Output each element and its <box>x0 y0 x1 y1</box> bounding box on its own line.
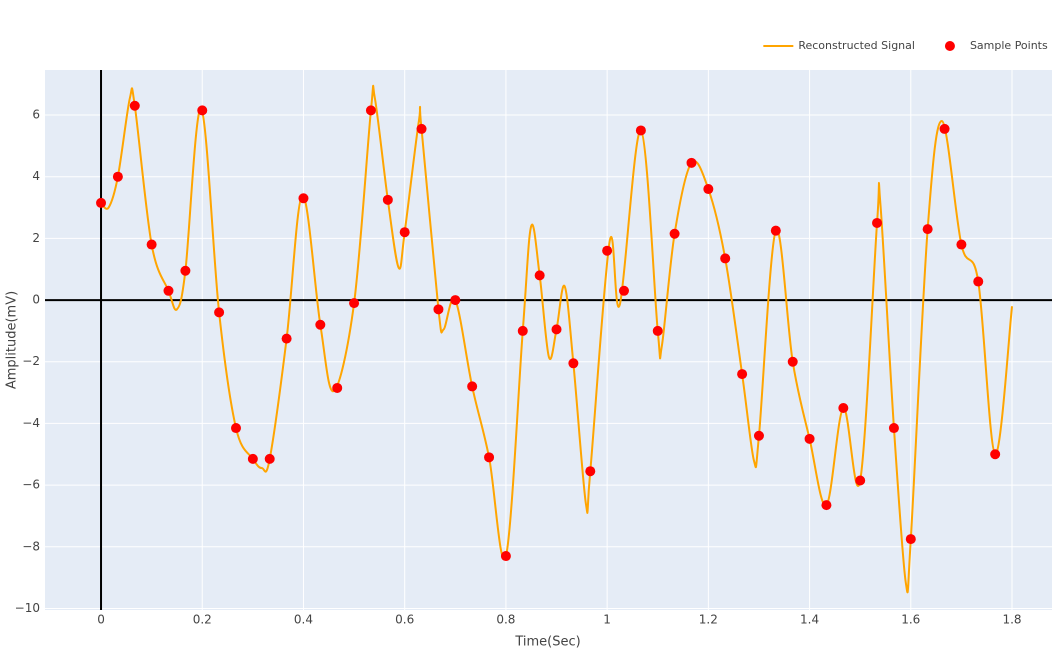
sample-point <box>399 227 410 238</box>
sample-point <box>753 430 764 441</box>
sample-point <box>720 253 731 264</box>
sample-point <box>484 452 495 463</box>
y-tick-label: −8 <box>22 539 40 553</box>
x-tick-label: 0.2 <box>193 613 212 627</box>
sample-point <box>872 217 883 228</box>
plot-background <box>45 70 1052 610</box>
x-tick-label: 0.4 <box>294 613 313 627</box>
sample-point <box>146 239 157 250</box>
sample-point <box>180 265 191 276</box>
x-axis-title: Time(Sec) <box>514 635 580 650</box>
legend-label: Reconstructed Signal <box>798 39 915 52</box>
sample-point <box>905 534 916 545</box>
legend: Reconstructed Signal Sample Points <box>763 39 1048 52</box>
sample-point <box>315 319 326 330</box>
legend-label: Sample Points <box>970 39 1048 52</box>
sample-point <box>450 295 461 306</box>
sample-point <box>787 356 798 367</box>
y-tick-label: −6 <box>22 478 40 492</box>
sample-point <box>939 123 950 134</box>
y-tick-label: 0 <box>32 293 40 307</box>
sample-point <box>568 358 579 369</box>
x-tick-label: 0 <box>97 613 105 627</box>
sample-point <box>96 197 107 208</box>
sample-point <box>888 423 899 434</box>
sample-point <box>585 466 596 477</box>
sample-point <box>517 325 528 336</box>
sample-point <box>129 100 140 111</box>
sample-point <box>197 105 208 116</box>
sample-point <box>298 193 309 204</box>
sample-point <box>112 171 123 182</box>
sample-point <box>652 325 663 336</box>
x-tick-label: 1.4 <box>800 613 819 627</box>
y-tick-label: −2 <box>22 354 40 368</box>
sample-point <box>281 333 292 344</box>
sample-point <box>382 194 393 205</box>
sample-point <box>247 453 258 464</box>
y-tick-label: 4 <box>32 169 40 183</box>
sample-point <box>956 239 967 250</box>
sample-point <box>416 123 427 134</box>
sample-point <box>635 125 646 136</box>
sample-point <box>618 285 629 296</box>
sample-point <box>770 225 781 236</box>
y-axis-title: Amplitude(mV) <box>5 291 20 389</box>
sample-point <box>534 270 545 281</box>
sample-point <box>332 382 343 393</box>
x-tick-label: 0.8 <box>496 613 515 627</box>
sample-point <box>855 475 866 486</box>
sample-point <box>551 324 562 335</box>
sample-point <box>467 381 478 392</box>
y-tick-label: −10 <box>15 601 40 615</box>
sample-point <box>669 228 680 239</box>
sample-point <box>264 453 275 464</box>
x-tick-label: 1.2 <box>699 613 718 627</box>
sample-point <box>821 500 832 511</box>
sample-point <box>214 307 225 318</box>
sample-point <box>349 298 360 309</box>
sample-point <box>602 245 613 256</box>
sample-point <box>838 403 849 414</box>
sample-point <box>737 369 748 380</box>
x-tick-label: 1.6 <box>901 613 920 627</box>
sample-point <box>231 423 242 434</box>
sample-point <box>163 285 174 296</box>
y-tick-label: −4 <box>22 416 40 430</box>
sample-point <box>500 551 511 562</box>
sample-point <box>973 276 984 287</box>
sample-point <box>365 105 376 116</box>
legend-marker <box>944 41 955 51</box>
y-tick-label: 6 <box>32 108 40 122</box>
sample-point <box>686 157 697 168</box>
x-tick-label: 0.6 <box>395 613 414 627</box>
sample-point <box>922 224 933 235</box>
sample-point <box>990 449 1001 460</box>
y-tick-label: 2 <box>32 231 40 245</box>
sample-point <box>433 304 444 315</box>
sample-point <box>703 184 714 195</box>
x-tick-label: 1 <box>603 613 611 627</box>
sample-point <box>804 433 815 444</box>
x-tick-label: 1.8 <box>1002 613 1021 627</box>
